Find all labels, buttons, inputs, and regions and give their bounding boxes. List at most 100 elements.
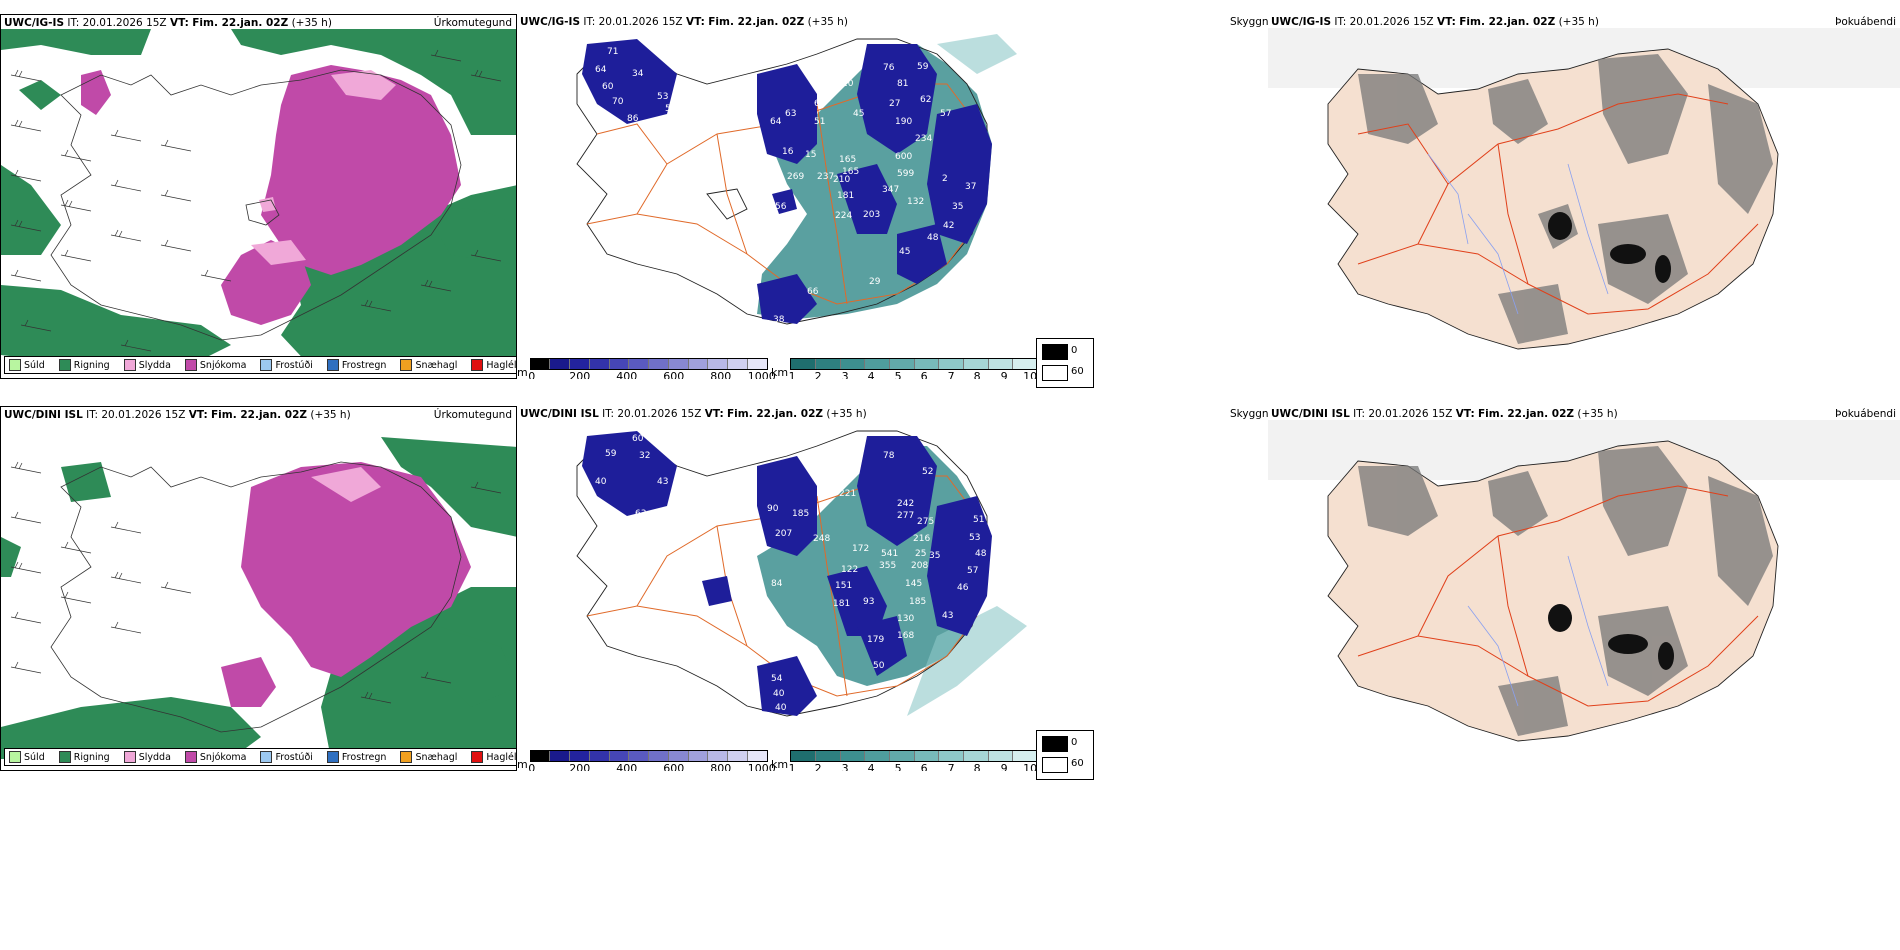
- svg-text:65: 65: [745, 589, 756, 599]
- legend-item-snow: Snjókoma: [184, 751, 246, 763]
- legend-item-freezing-rain: Frostregn: [326, 751, 386, 763]
- svg-text:40: 40: [775, 703, 787, 713]
- svg-text:59: 59: [917, 62, 929, 72]
- svg-text:53: 53: [969, 533, 980, 543]
- svg-text:35: 35: [929, 551, 940, 561]
- svg-text:62: 62: [920, 95, 931, 105]
- svg-text:48: 48: [975, 549, 987, 559]
- rivers-fog: [1427, 153, 1609, 315]
- svg-text:43: 43: [657, 477, 668, 487]
- svg-text:51: 51: [973, 515, 984, 525]
- svg-text:70: 70: [612, 97, 624, 107]
- fog-title-bottom: Þokuábendi: [1835, 408, 1896, 420]
- svg-text:10: 10: [842, 79, 854, 89]
- visibility-map-top: 71 64 34 60 53 70 58 86 58 24 2 64 63 65…: [576, 34, 1017, 325]
- visibility-panel-top: 71 64 34 60 53 70 58 86 58 24 2 64 63 65…: [517, 14, 1037, 379]
- svg-text:86: 86: [627, 114, 639, 124]
- legend-item-sleet: Slydda: [123, 359, 171, 371]
- legend-item-freezing-drizzle: Frostúði: [260, 359, 313, 371]
- svg-text:234: 234: [915, 134, 932, 144]
- svg-text:275: 275: [917, 517, 934, 527]
- svg-text:210: 210: [833, 175, 850, 185]
- legend-item-rain: Rigning: [58, 751, 110, 763]
- svg-text:84: 84: [771, 579, 783, 589]
- visibility-map-bottom: 60 59 32 40 43 63 80 59 90 185 207 221 2…: [576, 430, 1027, 717]
- svg-text:541: 541: [881, 549, 898, 559]
- svg-text:132: 132: [907, 197, 924, 207]
- svg-text:56: 56: [775, 202, 787, 212]
- sleet-areas-b: [311, 467, 381, 502]
- svg-text:59: 59: [605, 449, 617, 459]
- colorbar-visibility-bottom: km 1 2 3 4 5 6 7 8 9 10: [771, 750, 1037, 771]
- svg-text:42: 42: [943, 221, 954, 231]
- fog-title-top: Þokuábendi: [1835, 16, 1896, 28]
- rivers-fog-b: [1467, 555, 1609, 707]
- fog-grey-patches: [1358, 54, 1773, 344]
- precip-panel-top: UWC/IG-IS IT: 20.01.2026 15Z VT: Fim. 22…: [0, 14, 517, 379]
- svg-text:90: 90: [767, 504, 779, 514]
- svg-text:50: 50: [873, 661, 885, 671]
- svg-text:24: 24: [724, 99, 736, 109]
- svg-text:63: 63: [785, 109, 796, 119]
- svg-text:185: 185: [909, 597, 926, 607]
- svg-text:203: 203: [863, 210, 880, 220]
- svg-text:37: 37: [965, 182, 976, 192]
- svg-text:145: 145: [905, 579, 922, 589]
- header-bottom-fog: UWC/DINI ISL IT: 20.01.2026 15Z VT: Fim.…: [1271, 408, 1618, 420]
- svg-text:65: 65: [814, 99, 825, 109]
- svg-text:185: 185: [792, 509, 809, 519]
- svg-text:29: 29: [869, 277, 881, 287]
- header-top-precip: UWC/IG-IS IT: 20.01.2026 15Z VT: Fim. 22…: [4, 17, 332, 29]
- svg-text:355: 355: [879, 561, 896, 571]
- svg-text:80: 80: [715, 481, 727, 491]
- wind-barbs-b: [10, 461, 502, 704]
- precip-panel-bottom: UWC/DINI ISL IT: 20.01.2026 15Z VT: Fim.…: [0, 406, 517, 771]
- svg-text:600: 600: [895, 152, 912, 162]
- svg-text:40: 40: [595, 477, 607, 487]
- svg-text:52: 52: [922, 467, 933, 477]
- svg-text:599: 599: [897, 169, 914, 179]
- coastline-b: [50, 461, 462, 733]
- svg-text:46: 46: [957, 583, 969, 593]
- svg-text:130: 130: [897, 614, 914, 624]
- svg-text:190: 190: [895, 117, 912, 127]
- svg-text:48: 48: [927, 233, 939, 243]
- snow-areas: [81, 65, 461, 325]
- svg-text:165: 165: [839, 155, 856, 165]
- svg-text:224: 224: [835, 211, 852, 221]
- svg-text:207: 207: [775, 529, 792, 539]
- svg-text:25: 25: [915, 549, 926, 559]
- svg-text:57: 57: [940, 109, 951, 119]
- svg-text:64: 64: [595, 65, 607, 75]
- svg-text:2: 2: [724, 117, 730, 127]
- svg-text:216: 216: [913, 534, 930, 544]
- svg-text:59: 59: [827, 459, 839, 469]
- header-bottom-precip: UWC/DINI ISL IT: 20.01.2026 15Z VT: Fim.…: [4, 409, 351, 421]
- header-top-fog: UWC/IG-IS IT: 20.01.2026 15Z VT: Fim. 22…: [1271, 16, 1599, 28]
- svg-text:165: 165: [842, 167, 859, 177]
- legend-item-snow: Snjókoma: [184, 359, 246, 371]
- svg-text:78: 78: [883, 451, 895, 461]
- svg-text:51: 51: [814, 117, 825, 127]
- teal-plume: [937, 34, 1017, 74]
- svg-text:122: 122: [841, 565, 858, 575]
- legend-item-drizzle: Súld: [9, 359, 45, 371]
- colorbar-visibility-top: km 1 2 3 4 5 6 7 8 9 10: [771, 358, 1037, 379]
- legend-item-hail: Haglél: [471, 751, 516, 763]
- svg-text:221: 221: [839, 489, 856, 499]
- svg-text:54: 54: [771, 674, 783, 684]
- visibility-title-bottom: Skyggni: [1230, 408, 1272, 420]
- colorbar-snow-depth-top: m 0 200 400 600 800 1000: [517, 358, 776, 379]
- svg-text:208: 208: [911, 561, 928, 571]
- svg-text:60: 60: [602, 82, 614, 92]
- svg-text:40: 40: [773, 689, 785, 699]
- fog-grey-patches-b: [1358, 446, 1773, 736]
- svg-text:71: 71: [607, 47, 618, 57]
- roads-fog-b: [1357, 485, 1759, 707]
- svg-text:79: 79: [745, 299, 757, 309]
- precip-title-top: Úrkomutegund: [433, 17, 512, 29]
- precip-legend-bottom: Súld Rigning Slydda Snjókoma Frostúði Fr…: [4, 748, 516, 766]
- legend-item-freezing-drizzle: Frostúði: [260, 751, 313, 763]
- fog-map-top: [1268, 28, 1900, 350]
- rain-areas: [1, 29, 516, 367]
